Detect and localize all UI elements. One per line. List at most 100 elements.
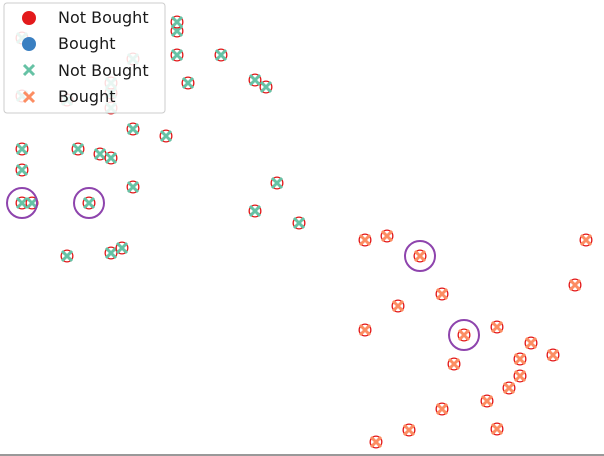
not-bought-point-13 — [115, 241, 129, 255]
legend: Not Bought Bought Not Bought Bought — [3, 2, 166, 114]
not-bought-point-25-stroke-b — [214, 48, 228, 62]
bought-point-9 — [546, 348, 560, 362]
highlight-ring-3 — [448, 319, 480, 351]
not-bought-point-14-stroke-b — [126, 180, 140, 194]
not-bought-point-3 — [15, 142, 29, 156]
not-bought-point-9-stroke-b — [71, 142, 85, 156]
not-bought-point-24-stroke-b — [181, 76, 195, 90]
not-bought-point-29 — [270, 176, 284, 190]
not-bought-point-21 — [170, 48, 184, 62]
bought-point-20-stroke-b — [579, 233, 593, 247]
not-bought-point-10 — [93, 147, 107, 161]
highlight-ring-0 — [6, 187, 38, 219]
bought-point-8 — [524, 336, 538, 350]
bought-point-1 — [402, 423, 416, 437]
not-bought-point-11 — [104, 151, 118, 165]
not-bought-point-2-stroke-b — [15, 163, 29, 177]
not-bought-point-1 — [25, 196, 39, 210]
legend-marker-circle-0 — [22, 11, 36, 25]
not-bought-point-30-stroke-b — [292, 216, 306, 230]
bought-point-1-stroke-b — [402, 423, 416, 437]
bought-point-5-stroke-b — [502, 381, 516, 395]
legend-label-not-bought-circle: Not Bought — [58, 8, 149, 27]
bought-point-7 — [513, 352, 527, 366]
not-bought-point-14 — [126, 180, 140, 194]
not-bought-point-20-stroke-b — [159, 129, 173, 143]
bought-point-8-stroke-b — [524, 336, 538, 350]
highlight-ring-1 — [73, 187, 105, 219]
bought-point-15-stroke-b — [435, 287, 449, 301]
not-bought-point-25 — [214, 48, 228, 62]
legend-label-not-bought-x: Not Bought — [58, 61, 149, 80]
legend-marker-circle-1 — [22, 37, 36, 51]
legend-markers — [22, 11, 36, 104]
bought-point-11 — [457, 328, 471, 342]
bought-point-3-stroke-b — [490, 422, 504, 436]
bought-point-13-stroke-b — [358, 323, 372, 337]
not-bought-point-1-stroke-b — [25, 196, 39, 210]
bought-point-12 — [447, 357, 461, 371]
not-bought-point-7-stroke-b — [82, 196, 96, 210]
bought-point-14-stroke-b — [391, 299, 405, 313]
bought-point-18 — [380, 229, 394, 243]
bought-point-0-stroke-b — [369, 435, 383, 449]
legend-marker-x-2 — [22, 63, 36, 77]
highlight-ring-2 — [404, 240, 436, 272]
not-bought-point-23-stroke-b — [170, 15, 184, 29]
not-bought-point-26-stroke-b — [248, 204, 262, 218]
not-bought-point-27-stroke-b — [248, 73, 262, 87]
not-bought-point-29-stroke-b — [270, 176, 284, 190]
bought-point-20 — [579, 233, 593, 247]
not-bought-point-28 — [259, 80, 273, 94]
bought-point-16 — [413, 249, 427, 263]
not-bought-point-21-stroke-b — [170, 48, 184, 62]
bought-point-12-stroke-b — [447, 357, 461, 371]
legend-marker-x-3 — [22, 90, 36, 104]
not-bought-point-15-stroke-b — [126, 122, 140, 136]
not-bought-point-10-stroke-b — [93, 147, 107, 161]
bought-point-4 — [480, 394, 494, 408]
legend-marker-x-2-stroke-b — [22, 63, 36, 77]
not-bought-point-15 — [126, 122, 140, 136]
bought-point-2-stroke-b — [435, 402, 449, 416]
not-bought-point-23 — [170, 15, 184, 29]
not-bought-point-24 — [181, 76, 195, 90]
bought-point-7-stroke-b — [513, 352, 527, 366]
not-bought-point-2 — [15, 163, 29, 177]
legend-label-bought-x: Bought — [58, 87, 115, 106]
not-bought-point-0 — [15, 196, 29, 210]
not-bought-point-12-stroke-b — [104, 246, 118, 260]
highlight-layer — [6, 187, 480, 351]
not-bought-point-20 — [159, 129, 173, 143]
bought-point-6-stroke-b — [513, 369, 527, 383]
bought-point-13 — [358, 323, 372, 337]
bought-point-14 — [391, 299, 405, 313]
legend-marker-x-3-stroke-b — [22, 90, 36, 104]
not-bought-point-22 — [170, 24, 184, 38]
bought-point-11-stroke-b — [457, 328, 471, 342]
bought-point-17-stroke-b — [358, 233, 372, 247]
not-bought-point-22-stroke-b — [170, 24, 184, 38]
bought-point-2 — [435, 402, 449, 416]
bought-point-5 — [502, 381, 516, 395]
bought-point-0 — [369, 435, 383, 449]
not-bought-point-12 — [104, 246, 118, 260]
bought-point-6 — [513, 369, 527, 383]
not-bought-point-13-stroke-b — [115, 241, 129, 255]
not-bought-point-6-stroke-b — [60, 249, 74, 263]
not-bought-point-11-stroke-b — [104, 151, 118, 165]
legend-label-bought-circle: Bought — [58, 34, 115, 53]
bought-point-15 — [435, 287, 449, 301]
bought-point-18-stroke-b — [380, 229, 394, 243]
legend-box — [3, 2, 166, 114]
not-bought-point-6 — [60, 249, 74, 263]
not-bought-point-26 — [248, 204, 262, 218]
not-bought-point-27 — [248, 73, 262, 87]
not-bought-point-9 — [71, 142, 85, 156]
not-bought-point-28-stroke-b — [259, 80, 273, 94]
bought-point-3 — [490, 422, 504, 436]
bought-point-16-stroke-b — [413, 249, 427, 263]
not-bought-point-3-stroke-b — [15, 142, 29, 156]
bought-point-17 — [358, 233, 372, 247]
